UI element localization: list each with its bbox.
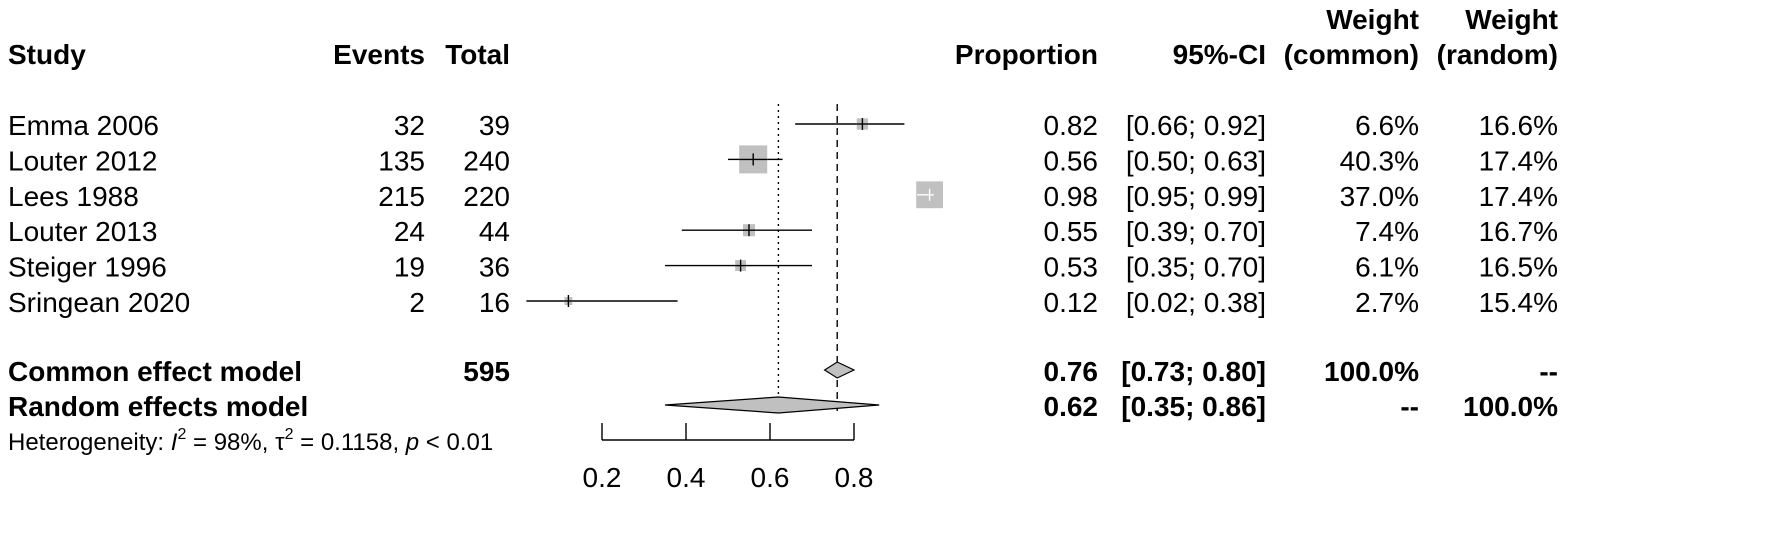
header-weight-random-2: (random) [1437, 39, 1558, 70]
study-ci: [0.95; 0.99] [1126, 181, 1266, 212]
common-model-label: Common effect model [8, 356, 302, 387]
study-ci: [0.39; 0.70] [1126, 216, 1266, 247]
study-proportion: 0.98 [1044, 181, 1099, 212]
study-weight-random: 17.4% [1479, 145, 1558, 176]
header-ci: 95%-CI [1173, 39, 1266, 70]
header-events: Events [333, 39, 425, 70]
plot-marks [526, 104, 944, 416]
study-ci: [0.66; 0.92] [1126, 110, 1266, 141]
study-weight-random: 16.5% [1479, 252, 1558, 283]
study-proportion: 0.12 [1044, 287, 1099, 318]
study-total: 36 [479, 252, 510, 283]
p-value: < 0.01 [419, 429, 493, 456]
study-ci: [0.35; 0.70] [1126, 252, 1266, 283]
common-model-weight-random: -- [1539, 356, 1558, 387]
study-ci: [0.50; 0.63] [1126, 145, 1266, 176]
heterogeneity-prefix: Heterogeneity: [8, 429, 171, 456]
study-total: 220 [463, 181, 510, 212]
x-axis-tick-label: 0.8 [835, 462, 874, 493]
study-weight-random: 16.6% [1479, 110, 1558, 141]
study-name: Louter 2012 [8, 145, 157, 176]
p-symbol: p [405, 429, 419, 456]
study-events: 215 [378, 181, 425, 212]
random-model-diamond [664, 396, 880, 414]
study-proportion: 0.82 [1044, 110, 1099, 141]
header-proportion: Proportion [955, 39, 1098, 70]
study-proportion: 0.55 [1044, 216, 1099, 247]
study-total: 39 [479, 110, 510, 141]
study-rows: Emma 2006 32 39 0.82 [0.66; 0.92] 6.6% 16.6% Lo… [8, 110, 1558, 318]
tau-symbol: τ [275, 429, 285, 456]
study-name: Sringean 2020 [8, 287, 190, 318]
common-model-diamond [823, 361, 856, 379]
header-weight-common-1: Weight [1326, 4, 1419, 35]
header-study: Study [8, 39, 86, 70]
random-model-weight-random: 100.0% [1463, 391, 1558, 422]
study-events: 32 [394, 110, 425, 141]
study-events: 2 [409, 287, 425, 318]
study-weight-common: 6.1% [1355, 252, 1419, 283]
i2-sup: 2 [177, 426, 186, 443]
study-ci: [0.02; 0.38] [1126, 287, 1266, 318]
i2-value: = 98%, [186, 429, 275, 456]
common-model-total: 595 [463, 356, 510, 387]
study-name: Emma 2006 [8, 110, 159, 141]
study-name: Lees 1988 [8, 181, 139, 212]
x-axis-tick-label: 0.4 [667, 462, 706, 493]
study-weight-common: 7.4% [1355, 216, 1419, 247]
common-model-ci: [0.73; 0.80] [1121, 356, 1266, 387]
study-events: 24 [394, 216, 425, 247]
x-axis: 0.2 0.4 0.6 0.8 [583, 423, 874, 493]
study-total: 16 [479, 287, 510, 318]
x-axis-tick-label: 0.2 [583, 462, 622, 493]
study-events: 19 [394, 252, 425, 283]
random-model-proportion: 0.62 [1044, 391, 1099, 422]
common-model-proportion: 0.76 [1044, 356, 1099, 387]
common-model-weight-common: 100.0% [1324, 356, 1419, 387]
tau-sup: 2 [285, 426, 294, 443]
random-model-weight-common: -- [1400, 391, 1419, 422]
study-total: 240 [463, 145, 510, 176]
study-events: 135 [378, 145, 425, 176]
header-weight-common-2: (common) [1284, 39, 1419, 70]
header-weight-random-1: Weight [1465, 4, 1558, 35]
study-proportion: 0.56 [1044, 145, 1099, 176]
heterogeneity-text: Heterogeneity: I2 = 98%, τ2 = 0.1158, p … [8, 426, 493, 456]
study-weight-common: 37.0% [1340, 181, 1419, 212]
study-proportion: 0.53 [1044, 252, 1099, 283]
study-weight-common: 40.3% [1340, 145, 1419, 176]
study-weight-random: 15.4% [1479, 287, 1558, 318]
study-weight-random: 16.7% [1479, 216, 1558, 247]
i2-symbol: I [171, 429, 178, 456]
random-model-ci: [0.35; 0.86] [1121, 391, 1266, 422]
study-weight-common: 2.7% [1355, 287, 1419, 318]
x-axis-tick-label: 0.6 [751, 462, 790, 493]
study-name: Louter 2013 [8, 216, 157, 247]
study-total: 44 [479, 216, 510, 247]
study-weight-common: 6.6% [1355, 110, 1419, 141]
study-name: Steiger 1996 [8, 252, 167, 283]
header-total: Total [445, 39, 510, 70]
study-weight-random: 17.4% [1479, 181, 1558, 212]
random-model-label: Random effects model [8, 391, 308, 422]
tau-value: = 0.1158, [293, 429, 405, 456]
